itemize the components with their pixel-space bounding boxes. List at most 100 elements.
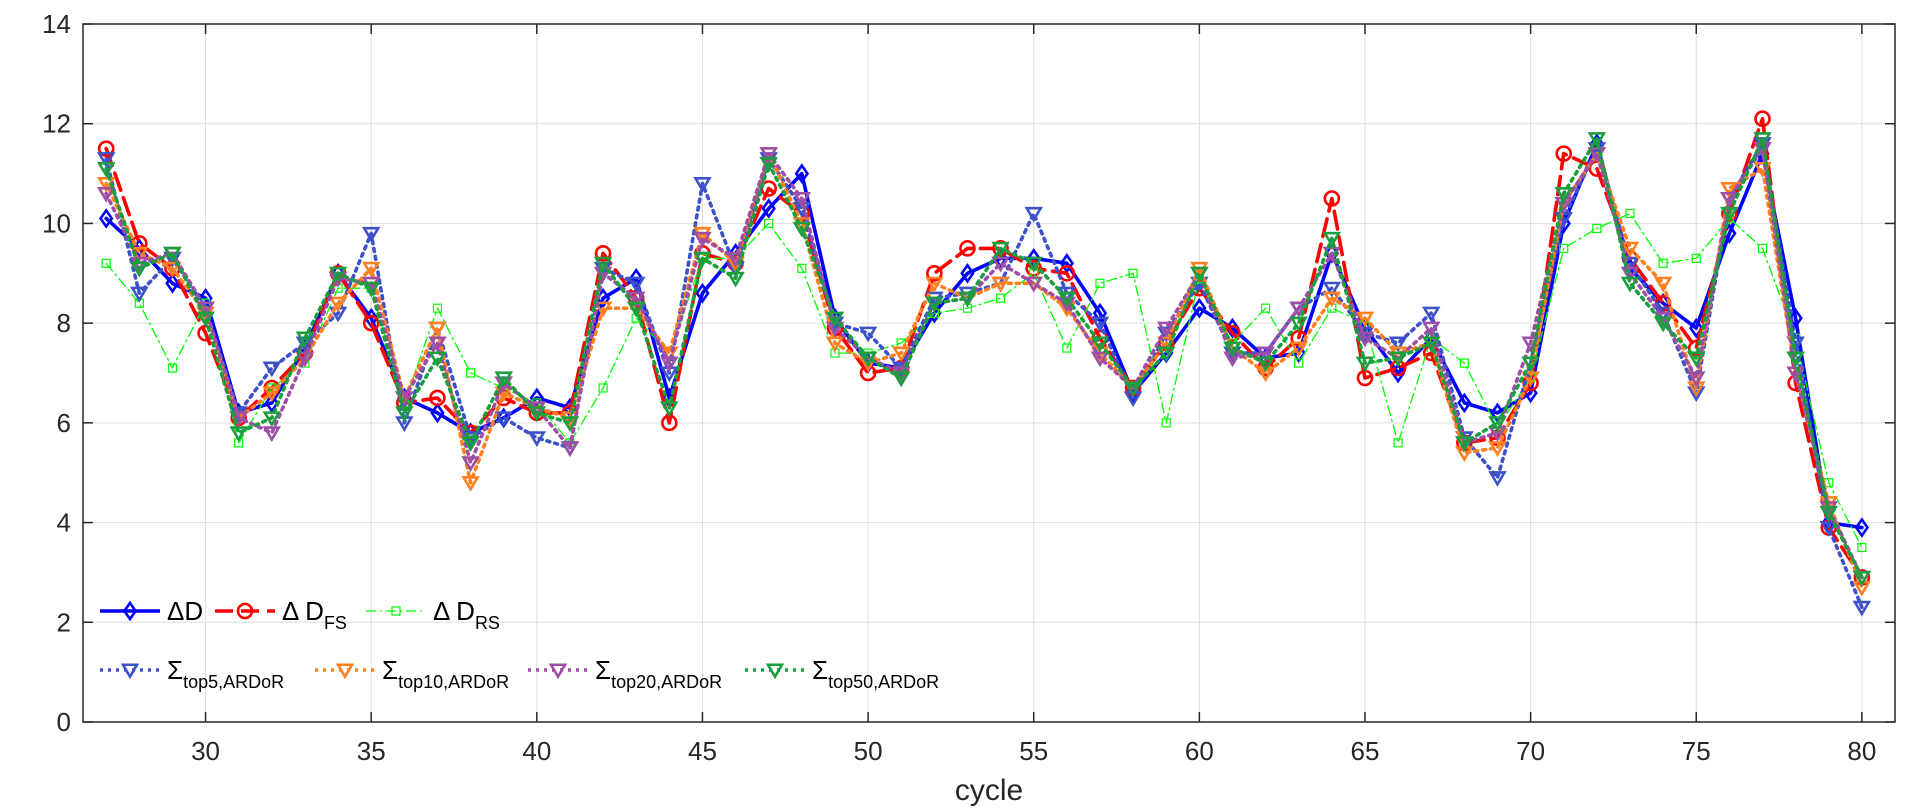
data-point [1058,264,1076,282]
y-tick-label: 12 [42,109,71,139]
data-point [1658,258,1668,268]
data-point [465,368,476,378]
legend-item-7: Σtop50,ARDoR [745,655,939,692]
data-point [1852,600,1872,617]
data-point [1559,243,1569,253]
legend-marker [236,602,254,620]
data-point [593,256,613,273]
data-point [891,371,911,388]
data-point [759,147,778,163]
data-point [295,331,315,348]
data-point [361,261,381,278]
data-point [1757,243,1768,253]
data-point [1388,336,1408,353]
data-point [1488,416,1507,433]
data-point [461,456,480,472]
series-line [104,146,1864,580]
data-point [726,251,745,268]
data-point [1421,336,1441,353]
data-point [1322,231,1342,248]
data-point [1294,358,1304,368]
data-point [1156,321,1176,338]
data-point [1092,302,1108,324]
data-point [1689,317,1704,339]
data-point [196,311,215,328]
legend-label-main: Δ D [433,596,475,626]
data-point [764,218,774,229]
data-point [925,276,944,293]
legend-label-main: Σ [812,655,828,685]
data-point [598,383,608,393]
legend-marker [122,600,138,622]
data-point [198,287,213,309]
data-point [1592,223,1602,234]
data-point [1062,343,1072,353]
data-point [1754,110,1771,128]
y-tick-label: 6 [57,408,71,438]
legend-item-1: ΔD [100,596,203,626]
legend-label-main: ΔD [167,596,203,626]
data-point [1421,306,1441,323]
data-point [1686,351,1706,368]
data-point [759,157,778,173]
legend-item-4: Σtop5,ARDoR [100,655,284,692]
data-point [1786,366,1805,383]
data-point [794,163,810,184]
data-point [1388,351,1408,368]
data-point [1459,358,1469,368]
data-point [1090,351,1110,368]
data-point [163,261,182,278]
x-tick-label: 65 [1351,736,1380,766]
data-point [1128,268,1138,278]
x-tick-label: 70 [1516,736,1545,766]
data-point [527,406,547,423]
data-point [1192,297,1207,319]
data-point [262,386,282,403]
data-point [991,256,1010,273]
data-point [1653,316,1673,333]
data-point [96,186,116,203]
legend-label: ΔD [167,596,203,626]
data-point [96,162,116,178]
data-point [626,291,646,308]
data-point [891,346,911,363]
data-point [328,296,348,313]
data-point [1156,346,1176,363]
data-point [1720,206,1739,223]
data-point [560,416,580,433]
data-point [429,389,446,407]
data-point [1852,570,1872,587]
data-point [1289,301,1309,318]
data-point [1857,542,1867,553]
data-point [130,261,149,278]
data-point [1686,371,1706,388]
data-point [1256,346,1275,363]
data-point [1819,506,1839,522]
data-point [1555,145,1573,162]
legend-label: Δ DFS [282,596,347,633]
x-tick-label: 35 [357,736,386,766]
data-point [1025,259,1043,277]
legend-label-subscript: RS [475,613,500,633]
data-point [1355,356,1375,373]
data-point [1322,291,1342,308]
legend-label-subscript: top10,ARDoR [398,672,509,692]
legend-label: Σtop5,ARDoR [167,655,284,692]
x-tick-label: 75 [1682,736,1711,766]
data-point [797,263,807,273]
data-point [1095,278,1105,288]
ticks: 30 35 40 45 50 55 60 65 70 75 80 0 2 4 6 8 10 12 14 [42,9,1895,766]
x-tick-label: 50 [854,736,883,766]
data-point [1819,521,1839,537]
data-point [825,336,845,353]
data-point [264,392,280,414]
legend-marker [335,663,355,680]
data-point [165,272,180,294]
legend-label-subscript: top50,ARDoR [828,672,939,692]
data-point [1854,517,1870,538]
data-point [1788,307,1803,329]
legend-marker [120,663,140,680]
data-point [593,301,613,318]
data-point [1488,441,1507,457]
